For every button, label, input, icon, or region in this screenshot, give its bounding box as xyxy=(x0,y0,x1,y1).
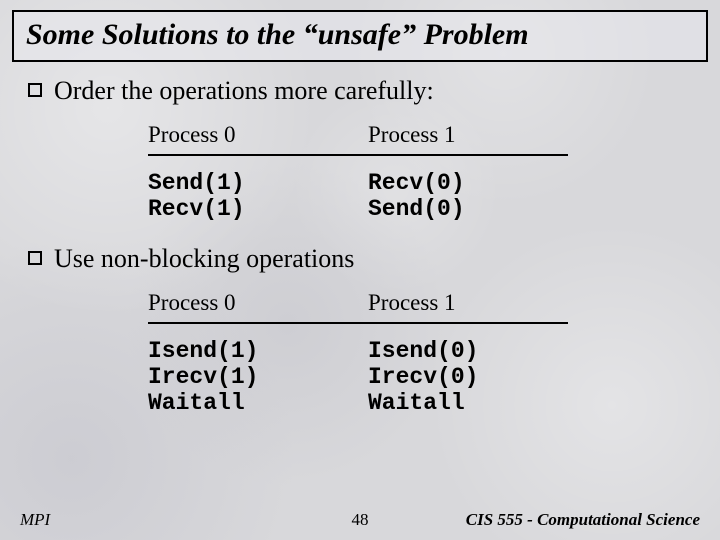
bullet-item: Order the operations more carefully: xyxy=(28,76,692,106)
column-header: Process 1 xyxy=(368,120,568,155)
table: Process 0 Process 1 Send(1) Recv(1) Recv… xyxy=(148,120,568,222)
code-cell: Isend(0) Irecv(0) Waitall xyxy=(368,323,568,416)
code-cell: Isend(1) Irecv(1) Waitall xyxy=(148,323,368,416)
column-header: Process 1 xyxy=(368,288,568,323)
bullet-item: Use non-blocking operations xyxy=(28,244,692,274)
table-row: Isend(1) Irecv(1) Waitall Isend(0) Irecv… xyxy=(148,323,568,416)
table: Process 0 Process 1 Isend(1) Irecv(1) Wa… xyxy=(148,288,568,416)
slide-footer: MPI 48 CIS 555 - Computational Science xyxy=(0,508,720,530)
ordered-ops-table: Process 0 Process 1 Send(1) Recv(1) Recv… xyxy=(148,120,692,222)
square-bullet-icon xyxy=(28,251,42,265)
table-header-row: Process 0 Process 1 xyxy=(148,120,568,155)
column-header: Process 0 xyxy=(148,288,368,323)
bullet-text: Order the operations more carefully: xyxy=(54,76,434,106)
bullet-text: Use non-blocking operations xyxy=(54,244,354,274)
nonblocking-ops-table: Process 0 Process 1 Isend(1) Irecv(1) Wa… xyxy=(148,288,692,416)
code-cell: Send(1) Recv(1) xyxy=(148,155,368,222)
square-bullet-icon xyxy=(28,83,42,97)
slide-title-box: Some Solutions to the “unsafe” Problem xyxy=(12,10,708,62)
slide-body: Order the operations more carefully: Pro… xyxy=(28,76,692,438)
slide-title: Some Solutions to the “unsafe” Problem xyxy=(26,18,694,52)
footer-right: CIS 555 - Computational Science xyxy=(466,510,700,530)
column-header: Process 0 xyxy=(148,120,368,155)
table-header-row: Process 0 Process 1 xyxy=(148,288,568,323)
table-row: Send(1) Recv(1) Recv(0) Send(0) xyxy=(148,155,568,222)
code-cell: Recv(0) Send(0) xyxy=(368,155,568,222)
